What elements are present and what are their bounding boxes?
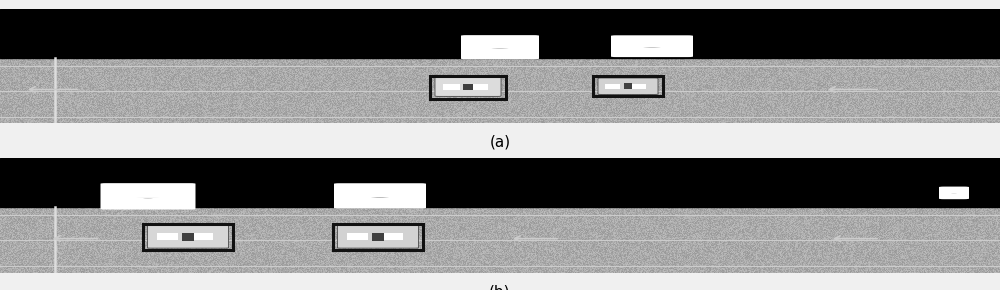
Bar	[463, 84, 473, 90]
FancyBboxPatch shape	[148, 225, 228, 248]
FancyBboxPatch shape	[435, 77, 501, 96]
Bar	[382, 233, 403, 240]
Bar	[156, 233, 178, 240]
FancyBboxPatch shape	[338, 225, 419, 248]
Bar	[605, 84, 620, 88]
FancyBboxPatch shape	[120, 188, 176, 198]
Bar	[192, 233, 213, 240]
Text: (a): (a)	[489, 135, 511, 150]
Text: (b): (b)	[489, 284, 511, 290]
Bar	[372, 233, 384, 241]
FancyBboxPatch shape	[461, 35, 539, 59]
Ellipse shape	[133, 192, 163, 198]
FancyBboxPatch shape	[477, 40, 523, 49]
Bar	[182, 233, 194, 241]
FancyBboxPatch shape	[945, 189, 963, 194]
Ellipse shape	[950, 191, 958, 194]
Bar	[471, 84, 488, 90]
Bar	[0, 158, 1000, 207]
Bar	[0, 9, 1000, 58]
FancyBboxPatch shape	[611, 35, 693, 57]
FancyBboxPatch shape	[100, 183, 195, 210]
FancyBboxPatch shape	[334, 183, 426, 209]
FancyBboxPatch shape	[352, 188, 408, 197]
FancyBboxPatch shape	[939, 186, 969, 199]
Bar	[631, 84, 646, 88]
Bar	[443, 84, 460, 90]
Bar	[624, 83, 632, 89]
Bar	[143, 224, 233, 250]
Ellipse shape	[366, 192, 394, 198]
Bar	[347, 233, 368, 240]
Bar	[333, 224, 423, 250]
Ellipse shape	[639, 43, 665, 48]
FancyBboxPatch shape	[598, 78, 658, 94]
FancyBboxPatch shape	[627, 40, 677, 48]
Ellipse shape	[488, 43, 512, 49]
Bar	[593, 76, 663, 96]
Bar	[430, 76, 506, 99]
